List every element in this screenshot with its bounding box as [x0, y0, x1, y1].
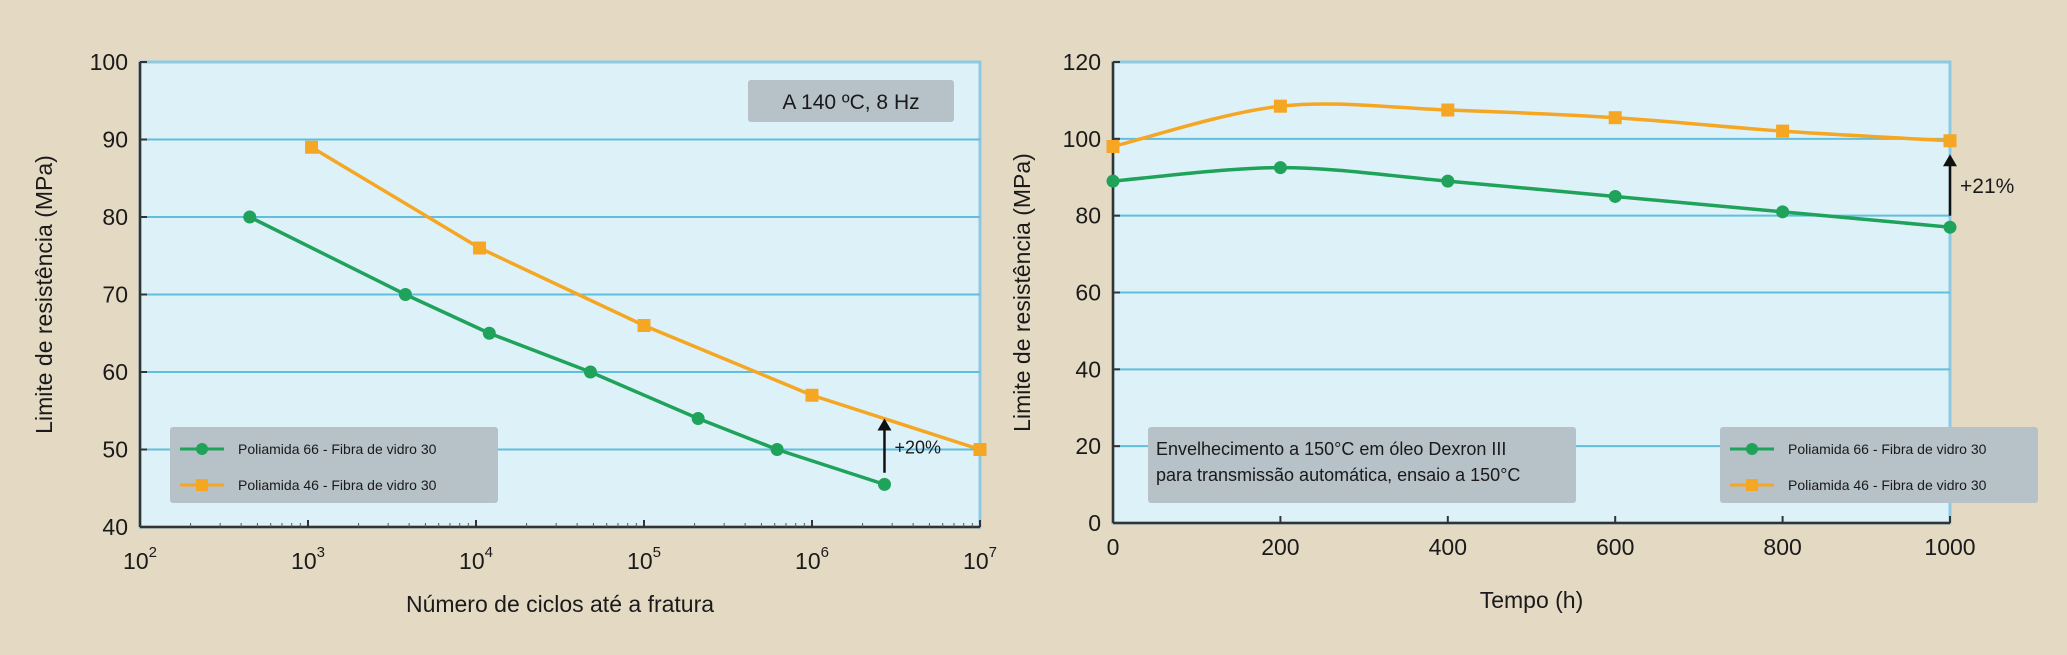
x-tick-label: 103	[291, 544, 325, 574]
y-tick-label: 40	[1075, 356, 1101, 382]
legend-box	[1720, 427, 2038, 503]
chart-2: 0 20 40 60 80 100 120 0 200 400 600 800 1000 Limite d…	[1009, 49, 2038, 613]
data-point-circle	[482, 326, 496, 340]
x-axis-title: Tempo (h)	[1480, 587, 1584, 613]
data-point-circle	[877, 477, 891, 491]
x-tick-label: 600	[1596, 534, 1634, 560]
data-point-square	[1608, 111, 1622, 125]
y-axis-title: Limite de resistência (MPa)	[31, 155, 57, 434]
condition-box	[748, 80, 954, 122]
data-point-circle	[1441, 174, 1455, 188]
data-point-square	[473, 241, 487, 255]
data-point-circle	[770, 443, 784, 456]
x-tick-label: 102	[123, 544, 157, 574]
series-line-1	[1112, 165, 1951, 229]
data-point-square	[637, 319, 651, 332]
y-tick-label: 70	[102, 282, 128, 308]
legend-swatch-marker	[196, 443, 208, 455]
y-tick-label: 60	[1075, 280, 1101, 306]
condition-text: A 140 ºC, 8 Hz	[782, 91, 919, 114]
legend-label: Poliamida 46 - Fibra de vidro 30	[238, 477, 437, 493]
x-tick-label: 0	[1107, 534, 1120, 560]
y-tick-label: 0	[1088, 510, 1101, 536]
condition-box	[1148, 427, 1576, 503]
legend-swatch-marker	[1746, 443, 1758, 455]
annotation-label: +20%	[894, 438, 941, 458]
data-point-circle	[1608, 189, 1622, 203]
condition-text-line: Envelhecimento a 150°C em óleo Dexron II…	[1156, 439, 1506, 459]
data-point-circle	[1776, 205, 1790, 219]
x-tick-label: 400	[1429, 534, 1467, 560]
data-point-circle	[398, 288, 412, 301]
data-point-square	[305, 140, 319, 154]
legend-swatch-marker	[196, 479, 208, 491]
x-tick-label: 800	[1763, 534, 1801, 560]
data-point-circle	[1106, 174, 1120, 188]
x-tick-label: 200	[1261, 534, 1299, 560]
data-point-circle	[1273, 161, 1287, 175]
legend-swatch-marker	[1746, 479, 1758, 491]
y-tick-label: 60	[102, 359, 128, 385]
y-tick-label: 120	[1063, 49, 1101, 75]
y-tick-label: 40	[102, 514, 128, 540]
data-point-circle	[243, 210, 257, 224]
y-axis-title: Limite de resistência (MPa)	[1009, 153, 1035, 432]
data-point-square	[805, 388, 819, 402]
y-tick-label: 80	[102, 204, 128, 230]
legend-label: Poliamida 66 - Fibra de vidro 30	[1788, 441, 1987, 457]
annotation-arrow-head	[1943, 154, 1957, 167]
y-tick-label: 50	[102, 437, 128, 463]
data-point-square	[1441, 103, 1455, 117]
data-point-square	[1106, 140, 1120, 154]
x-axis-title: Número de ciclos até a fratura	[406, 591, 714, 617]
legend-box	[170, 427, 498, 503]
x-tick-label: 105	[627, 544, 661, 574]
x-tick-label: 104	[459, 544, 493, 574]
y-tick-label: 100	[1063, 126, 1101, 152]
y-tick-label: 80	[1075, 203, 1101, 229]
legend-label: Poliamida 66 - Fibra de vidro 30	[238, 441, 437, 457]
condition-text-line: para transmissão automática, ensaio a 15…	[1156, 465, 1520, 485]
data-point-circle	[691, 412, 705, 425]
x-tick-label: 107	[963, 544, 997, 574]
legend-label: Poliamida 46 - Fibra de vidro 30	[1788, 477, 1987, 493]
x-tick-label: 106	[795, 544, 829, 574]
y-tick-label: 90	[102, 127, 128, 153]
data-point-square	[1943, 134, 1957, 148]
annotation-arrow-head	[877, 418, 892, 431]
data-point-square	[1776, 124, 1790, 138]
annotation-label: +21%	[1960, 175, 2014, 198]
y-tick-label: 100	[90, 49, 128, 75]
data-point-square	[1273, 99, 1287, 113]
chart-1: 40 50 60 70 80 90 100 102 103 104 105 106 107 Limite …	[31, 49, 997, 617]
x-tick-label: 1000	[1924, 534, 1975, 560]
y-tick-label: 20	[1075, 433, 1101, 459]
data-point-circle	[1943, 220, 1957, 234]
data-point-square	[973, 443, 987, 456]
data-point-circle	[583, 365, 597, 379]
series-line-2	[1112, 102, 1951, 149]
